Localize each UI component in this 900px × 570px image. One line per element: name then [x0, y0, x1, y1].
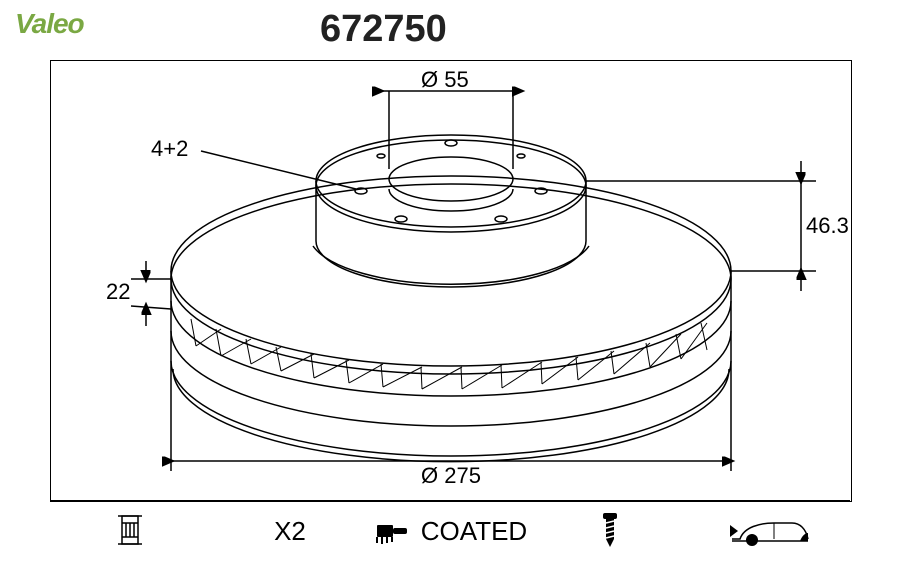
coated-label: COATED	[421, 516, 527, 547]
footer-vented-icon	[50, 511, 210, 551]
disc-diagram	[51, 61, 851, 501]
dim-thickness: 22	[106, 279, 130, 305]
brush-icon	[373, 515, 413, 547]
brand-logo: Valeo	[15, 8, 84, 40]
footer-bar: X2 COATED	[50, 500, 850, 561]
dim-bolt-pattern: 4+2	[151, 136, 188, 162]
part-number: 672750	[320, 8, 447, 51]
footer-car-front-icon	[690, 513, 850, 549]
dim-hat-height: 46.3	[806, 213, 849, 239]
footer-quantity: X2	[210, 516, 370, 547]
dim-hub-diameter: Ø 55	[421, 67, 469, 93]
drawing-frame: Ø 55 4+2 22 46.3 Ø 275	[50, 60, 852, 502]
footer-coated: COATED	[370, 515, 530, 547]
footer-screw-icon	[530, 511, 690, 551]
dim-outer-diameter: Ø 275	[421, 463, 481, 489]
